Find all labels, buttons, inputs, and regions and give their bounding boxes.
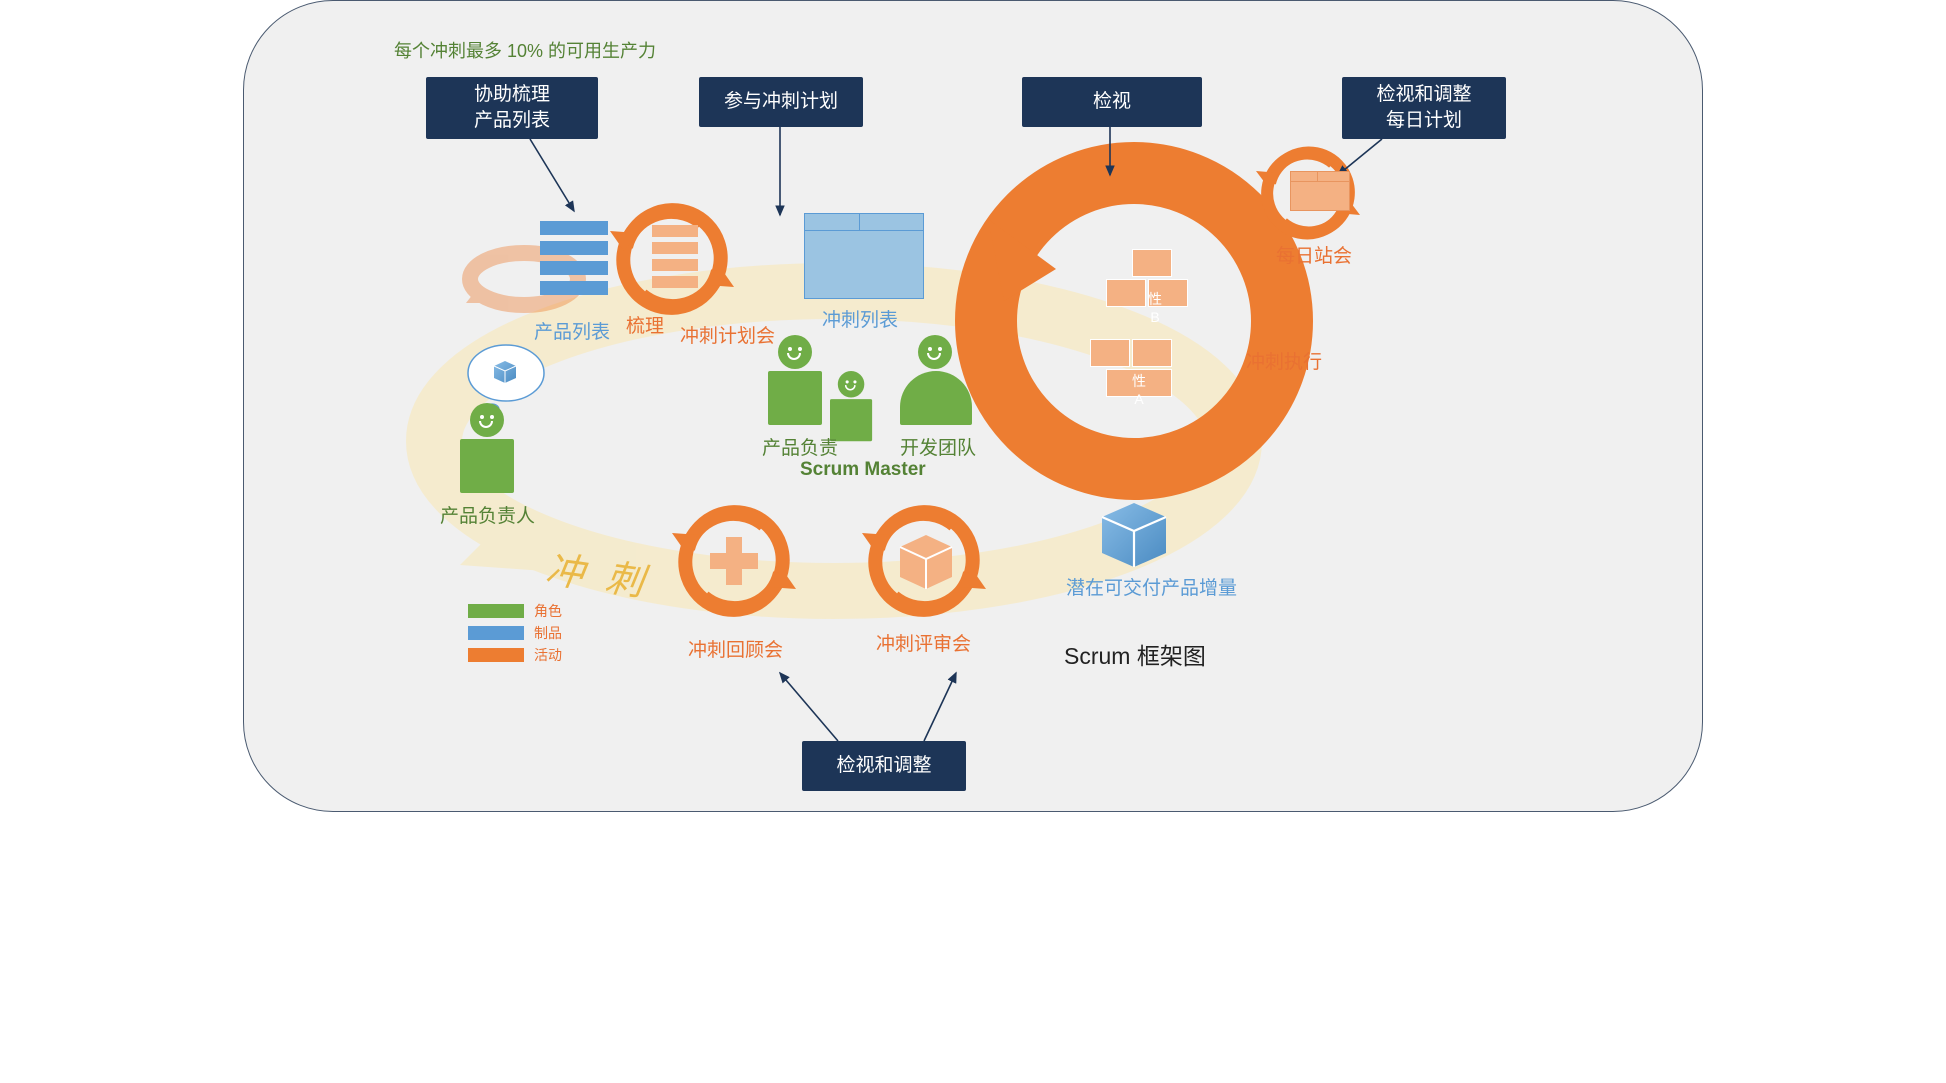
label-product-owner: 产品负责人	[440, 501, 535, 528]
label-sprint-review: 冲刺评审会	[876, 629, 971, 656]
label-sprint-exec: 冲刺执行	[1246, 347, 1322, 374]
po-center-figure	[768, 335, 822, 425]
legend: 角色 制品 活动	[468, 601, 562, 665]
label-scrum-master: Scrum Master	[800, 459, 926, 481]
callout-sprint-plan: 参与冲刺计划	[699, 77, 863, 127]
label-refinement: 梳理	[626, 311, 664, 338]
label-product-backlog: 产品列表	[534, 317, 610, 344]
product-backlog-icon	[540, 221, 608, 295]
label-sprint-planning: 冲刺计划会	[680, 321, 775, 348]
legend-activity: 活动	[534, 645, 562, 665]
label-increment: 潜在可交付产品增量	[1066, 573, 1237, 600]
label-dev-team: 开发团队	[900, 433, 976, 460]
legend-artifact: 制品	[534, 623, 562, 643]
dev-team-figure	[900, 335, 972, 425]
daily-board-icon	[1290, 171, 1350, 211]
label-po-short: 产品负责	[762, 433, 838, 460]
scrum-framework-diagram: 每个冲刺最多 10% 的可用生产力 协助梳理 产品列表 参与冲刺计划 检视 检视…	[243, 0, 1703, 812]
callout-backlog-refine: 协助梳理 产品列表	[426, 77, 598, 139]
label-feature-a: 性 A	[1132, 371, 1146, 407]
label-sprint-glyph: 冲 刺	[543, 538, 654, 607]
callout-inspect: 检视	[1022, 77, 1202, 127]
callout-inspect-adapt: 检视和调整	[802, 741, 966, 791]
label-feature-b: 性 B	[1148, 289, 1162, 325]
diagram-title: Scrum 框架图	[1064, 637, 1206, 671]
scrum-master-figure	[830, 371, 872, 441]
refinement-icon	[652, 225, 698, 288]
callout-daily-plan: 检视和调整 每日计划	[1342, 77, 1506, 139]
label-sprint-retro: 冲刺回顾会	[688, 635, 783, 662]
product-owner-figure	[460, 403, 514, 493]
header-note: 每个冲刺最多 10% 的可用生产力	[394, 37, 656, 63]
label-sprint-backlog: 冲刺列表	[822, 305, 898, 332]
sprint-backlog-icon	[804, 213, 924, 299]
label-daily-scrum: 每日站会	[1276, 241, 1352, 268]
legend-role: 角色	[534, 601, 562, 621]
